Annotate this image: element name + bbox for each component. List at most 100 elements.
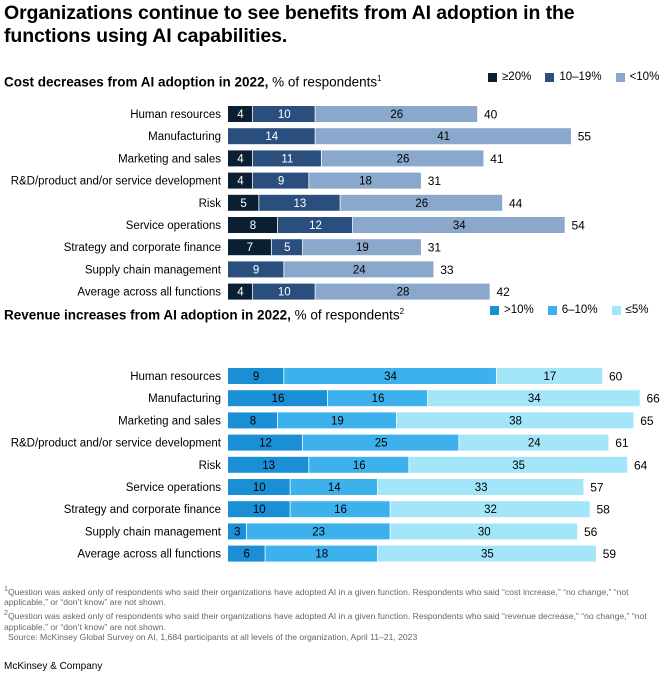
legend-label: >10% <box>504 304 534 316</box>
bar-segment <box>228 479 290 495</box>
segment-value-label: 35 <box>481 549 494 561</box>
segment-value-label: 9 <box>278 176 284 188</box>
segment-value-label: 7 <box>247 242 253 254</box>
category-label: Human resources <box>130 371 221 383</box>
bar-segment <box>315 128 571 145</box>
category-label: R&D/product and/or service development <box>11 438 222 450</box>
total-value-label: 65 <box>640 414 654 428</box>
segment-value-label: 12 <box>259 438 272 450</box>
chart1-title-bold: Cost decreases from AI adoption in 2022, <box>4 74 269 90</box>
category-label: Supply chain management <box>85 264 222 276</box>
category-label: Human resources <box>130 109 221 121</box>
total-value-label: 42 <box>497 285 511 299</box>
segment-value-label: 11 <box>281 153 293 165</box>
segment-value-label: 26 <box>397 153 410 165</box>
bar-segment <box>378 479 584 495</box>
bar-segment <box>228 283 253 300</box>
bar-segment <box>228 501 290 518</box>
bar-segment <box>315 283 490 300</box>
segment-value-label: 13 <box>262 460 275 472</box>
bar-segment <box>253 150 321 167</box>
bar-segment <box>409 456 628 473</box>
legend-swatch <box>615 72 625 82</box>
chart1-title-rest: % of respondents <box>268 74 378 90</box>
footnote-2: 2Question was asked only of respondents … <box>4 608 664 632</box>
legend-label: 10–19% <box>559 71 602 83</box>
segment-value-label: 4 <box>237 176 244 188</box>
bar-segment <box>228 412 278 429</box>
bar-segment <box>390 523 578 540</box>
bar-segment <box>278 217 353 233</box>
bar-segment <box>396 412 634 429</box>
segment-value-label: 23 <box>312 526 325 538</box>
footnote-2-text: Question was asked only of respondents w… <box>4 610 647 632</box>
segment-value-label: 3 <box>234 526 240 538</box>
legend-item: 6–10% <box>547 304 598 316</box>
bar-segment <box>228 434 303 451</box>
segment-value-label: 33 <box>475 482 488 494</box>
bar-segment <box>253 106 315 122</box>
chart2-title: Revenue increases from AI adoption in 20… <box>4 304 404 324</box>
bar-segment <box>340 194 503 211</box>
segment-value-label: 13 <box>293 198 306 210</box>
total-value-label: 44 <box>509 196 523 210</box>
segment-value-label: 24 <box>528 438 541 450</box>
total-value-label: 66 <box>647 392 661 406</box>
total-value-label: 31 <box>428 174 442 188</box>
bar-segment <box>246 523 390 540</box>
total-value-label: 61 <box>615 436 629 450</box>
bar-segment <box>428 390 640 407</box>
category-label: Marketing and sales <box>118 415 221 427</box>
bar-segment <box>228 368 284 384</box>
bar-segment <box>228 172 253 189</box>
segment-value-label: 14 <box>328 482 341 494</box>
bar-segment <box>290 501 390 518</box>
segment-value-label: 26 <box>415 198 428 210</box>
total-value-label: 41 <box>490 152 504 166</box>
segment-value-label: 4 <box>237 153 244 165</box>
footnote-1-text: Question was asked only of respondents w… <box>4 586 629 608</box>
bar-segment <box>228 545 265 562</box>
chart2-title-sup: 2 <box>399 307 405 316</box>
total-value-label: 60 <box>609 370 623 384</box>
chart2-title-bold: Revenue increases from AI adoption in 20… <box>4 307 291 323</box>
segment-value-label: 38 <box>509 415 522 427</box>
bar-segment <box>290 479 378 495</box>
category-label: Service operations <box>126 482 221 494</box>
segment-value-label: 10 <box>253 504 266 516</box>
footnote-1: 1Question was asked only of respondents … <box>4 584 664 608</box>
legend-label: <10% <box>629 71 660 83</box>
footnote-2-mark: 2 <box>4 609 8 618</box>
segment-value-label: 5 <box>284 242 290 254</box>
segment-value-label: 34 <box>384 371 397 383</box>
bar-segment <box>259 194 340 211</box>
legend-item: ≤5% <box>611 304 648 316</box>
bar-segment <box>496 368 603 384</box>
segment-value-label: 16 <box>372 393 385 405</box>
category-label: Supply chain management <box>85 526 222 538</box>
category-label: Strategy and corporate finance <box>64 242 221 254</box>
bar-segment <box>228 390 328 407</box>
total-value-label: 40 <box>484 108 498 122</box>
bar-segment <box>321 150 484 167</box>
total-value-label: 33 <box>440 263 454 277</box>
category-label: Risk <box>199 198 222 210</box>
segment-value-label: 34 <box>528 393 541 405</box>
category-label: Average across all functions <box>77 549 221 561</box>
category-label: Service operations <box>126 220 221 232</box>
category-label: Risk <box>199 460 222 472</box>
legend-item: <10% <box>615 71 660 83</box>
bar-segment <box>303 434 459 451</box>
segment-value-label: 19 <box>356 242 369 254</box>
bar-segment <box>353 217 565 233</box>
bar-segment <box>459 434 609 451</box>
total-value-label: 54 <box>572 219 586 233</box>
bar-segment <box>271 239 303 256</box>
segment-value-label: 26 <box>390 109 403 121</box>
segment-value-label: 41 <box>437 131 450 143</box>
bar-segment <box>309 172 421 189</box>
segment-value-label: 6 <box>244 549 250 561</box>
total-value-label: 31 <box>428 241 442 255</box>
category-label: Strategy and corporate finance <box>64 504 221 516</box>
segment-value-label: 34 <box>453 220 466 232</box>
